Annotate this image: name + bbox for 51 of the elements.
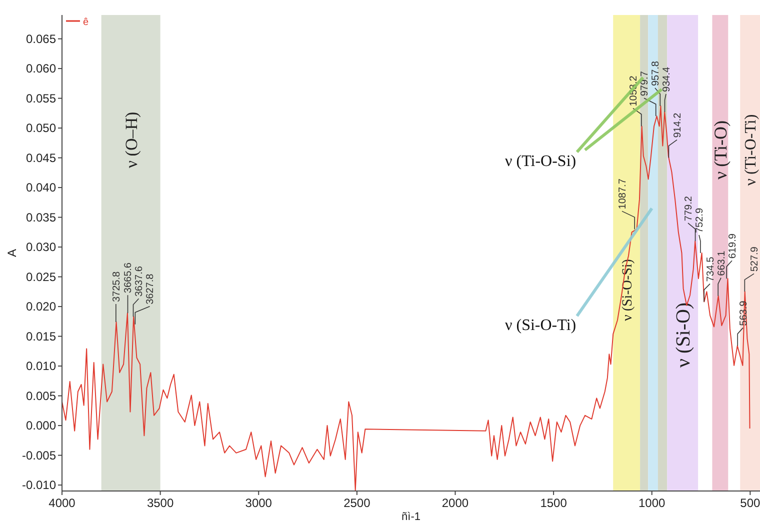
annotation: 957.8: [650, 60, 662, 86]
annotation: 3627.8: [145, 273, 156, 304]
legend-label: ê: [83, 17, 89, 28]
y-tick-label: 0.045: [26, 150, 56, 165]
band-label: ν (Si-O): [672, 302, 695, 368]
band-label: ν (Ti-O-Ti): [742, 114, 760, 186]
y-tick-label: 0.010: [26, 359, 56, 374]
y-tick-label: 0.060: [26, 62, 56, 76]
y-tick-label: 0.040: [26, 180, 56, 195]
y-tick-label: 0.030: [26, 240, 56, 254]
x-tick-label: 3000: [245, 496, 272, 510]
y-tick-label: 0.050: [26, 121, 56, 136]
x-tick-label: 1000: [638, 496, 666, 510]
annotation: 1053.2: [628, 75, 640, 106]
x-axis-title: ñì-1: [402, 511, 420, 521]
annotation: 1087.7: [618, 178, 628, 210]
annotation: 734.5: [706, 256, 716, 282]
annotation: 563.9: [738, 300, 750, 326]
y-tick-label: 0.005: [26, 388, 56, 403]
annotation: 752.9: [694, 208, 706, 233]
annotation: ν (Si-O-Ti): [505, 317, 576, 334]
annotation: 3725.8: [111, 270, 122, 302]
annotation: 779.2: [684, 196, 694, 222]
x-tick-label: 3500: [146, 496, 174, 510]
annotation: 663.1: [716, 250, 728, 276]
annotation: 619.9: [728, 233, 738, 259]
annotation: 934.4: [662, 66, 672, 92]
band-label: ν (Ti-O): [710, 120, 730, 180]
y-tick-label: 0.035: [26, 210, 56, 224]
y-tick-label: 0.020: [26, 300, 56, 314]
x-tick-label: 2000: [442, 496, 469, 510]
annotation: 979.7: [640, 70, 650, 96]
x-tick-label: 500: [740, 496, 760, 510]
y-tick-label: 0.000: [26, 418, 56, 433]
band-label: ν (O–H): [122, 112, 141, 168]
x-tick-label: 2500: [344, 496, 371, 510]
x-tick-label: 1500: [540, 496, 568, 510]
band-label: ν (Si-O-Si): [620, 258, 636, 321]
y-tick-label: 0.065: [26, 32, 56, 46]
y-tick-label: 0.015: [26, 329, 56, 344]
annotation: ν (Ti-O-Si): [505, 153, 576, 170]
y-tick-label: 0.025: [26, 270, 56, 284]
annotation: 3637.6: [134, 266, 146, 297]
y-tick-label: 0.055: [26, 91, 56, 106]
y-tick-label: -0.010: [22, 478, 56, 492]
annotation: 914.2: [672, 112, 684, 138]
y-axis-title: A: [5, 248, 19, 258]
annotation: 3665.6: [123, 262, 134, 294]
x-tick-label: 4000: [48, 496, 76, 510]
annotation: 527.9: [750, 246, 760, 272]
y-tick-label: -0.005: [22, 448, 56, 462]
